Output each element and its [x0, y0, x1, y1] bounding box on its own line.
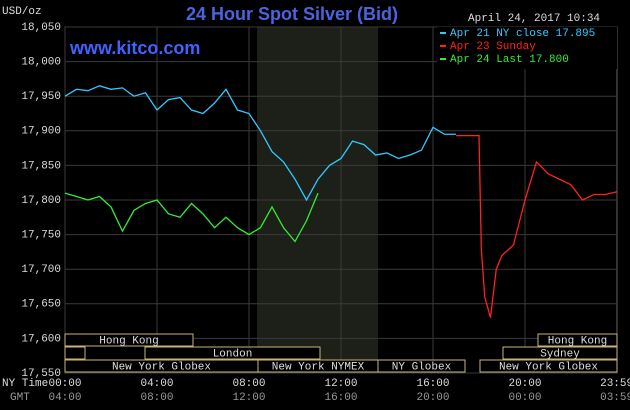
y-tick-label: 17,800: [21, 195, 61, 207]
y-tick-label: 17,950: [21, 91, 61, 103]
y-tick-label: 17,600: [21, 333, 61, 345]
session-label: New York Globex: [112, 361, 211, 373]
legend-label: Apr 24 Last 17.800: [450, 54, 569, 66]
chart-title: 24 Hour Spot Silver (Bid): [186, 4, 398, 24]
x2-tick-label: 12:00: [232, 392, 265, 404]
x2-axis-label: GMT: [10, 392, 30, 404]
session-box: [537, 333, 618, 347]
session-label: Hong Kong: [548, 335, 607, 347]
x-tick-label: 08:00: [232, 378, 265, 390]
x2-tick-label: 04:00: [48, 392, 81, 404]
y-tick-label: 18,050: [21, 22, 61, 34]
x-tick-label: 20:00: [508, 378, 541, 390]
y-tick-label: 18,000: [21, 57, 61, 69]
session-label: New York Globex: [499, 361, 598, 373]
y-tick-label: 17,900: [21, 126, 61, 138]
x2-tick-label: 03:59: [600, 392, 630, 404]
y-tick-label: 17,650: [21, 299, 61, 311]
session-label: NY Globex: [392, 361, 452, 373]
y-tick-label: 17,850: [21, 160, 61, 172]
x2-tick-label: 20:00: [416, 392, 449, 404]
legend-box: [437, 27, 617, 69]
y-tick-label: 17,700: [21, 264, 61, 276]
timestamp: April 24, 2017 10:34: [468, 13, 600, 25]
legend-label: Apr 21 NY close 17.895: [450, 28, 595, 40]
x-tick-label: 04:00: [140, 378, 173, 390]
x-tick-label: 00:00: [48, 378, 81, 390]
session-label: Sydney: [540, 348, 580, 360]
series-line: [456, 134, 618, 318]
y-tick-label: 17,750: [21, 230, 61, 242]
series-line: [64, 192, 319, 243]
session-box: [64, 346, 86, 360]
session-label: New York NYMEX: [272, 361, 365, 373]
x-tick-label: 16:00: [416, 378, 449, 390]
session-box: [144, 346, 321, 360]
session-box: [502, 346, 618, 360]
session-box: [377, 359, 466, 373]
session-box: [64, 333, 194, 347]
x-tick-label: 23:59: [600, 378, 630, 390]
x2-tick-label: 08:00: [140, 392, 173, 404]
session-box: [479, 359, 618, 373]
session-label: Hong Kong: [99, 335, 158, 347]
x-axis-label: NY Time: [2, 378, 48, 390]
watermark: www.kitco.com: [69, 38, 200, 58]
legend-label: Apr 23 Sunday: [450, 41, 536, 53]
x-tick-label: 12:00: [324, 378, 357, 390]
series-line: [64, 85, 456, 202]
y-tick-label: 17,550: [21, 368, 61, 380]
session-label: London: [213, 348, 253, 360]
unit-label: USD/oz: [2, 6, 42, 18]
x2-tick-label: 16:00: [324, 392, 357, 404]
x2-tick-label: 00:00: [508, 392, 541, 404]
